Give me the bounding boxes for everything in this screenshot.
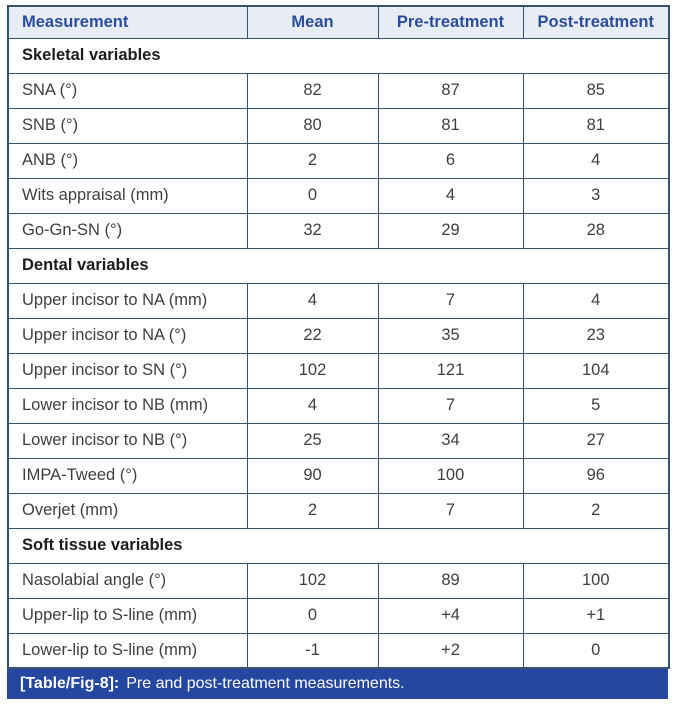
measurement-label: Lower incisor to NB (°) bbox=[7, 422, 248, 459]
measurement-value: 34 bbox=[377, 422, 524, 459]
measurement-label: SNA (°) bbox=[7, 72, 248, 109]
measurement-label: Upper-lip to S-line (mm) bbox=[7, 597, 248, 634]
measurement-value: 121 bbox=[377, 352, 524, 389]
measurement-value: 7 bbox=[377, 282, 524, 319]
measurement-value: 4 bbox=[377, 177, 524, 214]
measurement-label: Upper incisor to SN (°) bbox=[7, 352, 248, 389]
measurement-value: 29 bbox=[377, 212, 524, 249]
measurement-value: 85 bbox=[522, 72, 670, 109]
section-title: Skeletal variables bbox=[7, 37, 670, 74]
measurement-value: 100 bbox=[522, 562, 670, 599]
measurements-table: Measurement Mean Pre-treatment Post-trea… bbox=[7, 5, 670, 669]
measurement-value: -1 bbox=[246, 632, 379, 669]
measurement-value: 82 bbox=[246, 72, 379, 109]
measurement-label: Upper incisor to NA (°) bbox=[7, 317, 248, 354]
table-row: Upper incisor to SN (°) 102 121 104 bbox=[7, 352, 670, 389]
table-row: SNB (°) 80 81 81 bbox=[7, 107, 670, 144]
measurement-label: Lower-lip to S-line (mm) bbox=[7, 632, 248, 669]
table-caption: [Table/Fig-8]: Pre and post-treatment me… bbox=[7, 669, 668, 699]
measurement-value: 4 bbox=[246, 282, 379, 319]
table-row: Wits appraisal (mm) 0 4 3 bbox=[7, 177, 670, 214]
measurement-value: 90 bbox=[246, 457, 379, 494]
measurement-label: ANB (°) bbox=[7, 142, 248, 179]
measurement-value: 3 bbox=[522, 177, 670, 214]
measurement-value: +1 bbox=[522, 597, 670, 634]
table-row: Overjet (mm) 2 7 2 bbox=[7, 492, 670, 529]
measurement-value: 4 bbox=[246, 387, 379, 424]
measurement-value: 102 bbox=[246, 562, 379, 599]
table-row: Lower-lip to S-line (mm) -1 +2 0 bbox=[7, 632, 670, 669]
measurement-label: Lower incisor to NB (mm) bbox=[7, 387, 248, 424]
measurement-value: 7 bbox=[377, 492, 524, 529]
table-row: Lower incisor to NB (mm) 4 7 5 bbox=[7, 387, 670, 424]
measurement-value: 2 bbox=[522, 492, 670, 529]
measurement-value: 4 bbox=[522, 282, 670, 319]
measurement-value: 4 bbox=[522, 142, 670, 179]
measurement-value: 87 bbox=[377, 72, 524, 109]
table-row: IMPA-Tweed (°) 90 100 96 bbox=[7, 457, 670, 494]
measurement-value: 96 bbox=[522, 457, 670, 494]
measurement-value: 0 bbox=[246, 177, 379, 214]
measurement-value: 0 bbox=[246, 597, 379, 634]
column-header-mean: Mean bbox=[246, 5, 379, 39]
measurement-value: 80 bbox=[246, 107, 379, 144]
table-row: SNA (°) 82 87 85 bbox=[7, 72, 670, 109]
section-header-row: Soft tissue variables bbox=[7, 527, 670, 564]
table-row: Upper-lip to S-line (mm) 0 +4 +1 bbox=[7, 597, 670, 634]
measurement-value: 2 bbox=[246, 142, 379, 179]
measurement-value: 81 bbox=[522, 107, 670, 144]
measurement-value: 104 bbox=[522, 352, 670, 389]
table-row: Lower incisor to NB (°) 25 34 27 bbox=[7, 422, 670, 459]
measurement-label: Wits appraisal (mm) bbox=[7, 177, 248, 214]
measurement-value: 0 bbox=[522, 632, 670, 669]
measurement-value: 2 bbox=[246, 492, 379, 529]
measurement-value: 7 bbox=[377, 387, 524, 424]
measurement-value: 89 bbox=[377, 562, 524, 599]
section-title: Soft tissue variables bbox=[7, 527, 670, 564]
measurement-value: 23 bbox=[522, 317, 670, 354]
measurement-value: 5 bbox=[522, 387, 670, 424]
measurement-label: Go-Gn-SN (°) bbox=[7, 212, 248, 249]
table-row: Upper incisor to NA (mm) 4 7 4 bbox=[7, 282, 670, 319]
column-header-pre-treatment: Pre-treatment bbox=[377, 5, 524, 39]
measurement-label: Overjet (mm) bbox=[7, 492, 248, 529]
measurement-label: IMPA-Tweed (°) bbox=[7, 457, 248, 494]
section-title: Dental variables bbox=[7, 247, 670, 284]
section-header-row: Dental variables bbox=[7, 247, 670, 284]
table-row: Go-Gn-SN (°) 32 29 28 bbox=[7, 212, 670, 249]
measurement-value: 27 bbox=[522, 422, 670, 459]
measurement-value: 6 bbox=[377, 142, 524, 179]
table-row: Nasolabial angle (°) 102 89 100 bbox=[7, 562, 670, 599]
measurement-value: 35 bbox=[377, 317, 524, 354]
measurement-value: 32 bbox=[246, 212, 379, 249]
section-header-row: Skeletal variables bbox=[7, 37, 670, 74]
caption-tag: [Table/Fig-8]: bbox=[20, 675, 120, 692]
column-header-post-treatment: Post-treatment bbox=[522, 5, 670, 39]
measurement-label: Nasolabial angle (°) bbox=[7, 562, 248, 599]
caption-text: Pre and post-treatment measurements. bbox=[126, 675, 405, 692]
table-header-row: Measurement Mean Pre-treatment Post-trea… bbox=[7, 5, 670, 39]
table-row: Upper incisor to NA (°) 22 35 23 bbox=[7, 317, 670, 354]
measurement-value: 28 bbox=[522, 212, 670, 249]
measurement-label: SNB (°) bbox=[7, 107, 248, 144]
measurement-value: +4 bbox=[377, 597, 524, 634]
table-row: ANB (°) 2 6 4 bbox=[7, 142, 670, 179]
measurement-value: 81 bbox=[377, 107, 524, 144]
measurement-value: +2 bbox=[377, 632, 524, 669]
table-body: Skeletal variables SNA (°) 82 87 85 SNB (°) 80… bbox=[7, 37, 670, 669]
measurement-value: 22 bbox=[246, 317, 379, 354]
measurement-value: 25 bbox=[246, 422, 379, 459]
measurement-label: Upper incisor to NA (mm) bbox=[7, 282, 248, 319]
measurement-value: 102 bbox=[246, 352, 379, 389]
column-header-measurement: Measurement bbox=[7, 5, 248, 39]
measurement-value: 100 bbox=[377, 457, 524, 494]
